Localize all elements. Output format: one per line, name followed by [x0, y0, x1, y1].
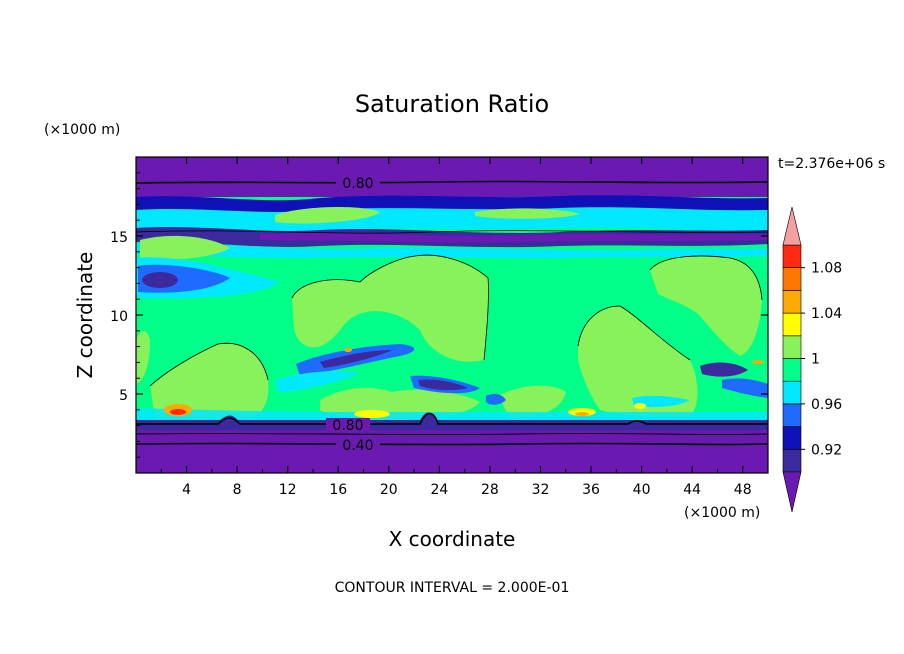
warm-spot-yellow-6: [752, 360, 764, 364]
boundary-layer-purple: [136, 430, 768, 473]
colorbar-under-arrow: [782, 471, 802, 513]
cloud-region-d: [150, 343, 269, 420]
y-tick-label: 15: [110, 230, 128, 246]
x-tick-label: 16: [329, 482, 347, 498]
right-dark-streak: [700, 362, 748, 377]
mid-cyan-streak: [276, 371, 360, 392]
x-axis-ticks: 4 8 12 16 20 24 28 32 36 40 44 48: [160, 157, 752, 498]
colorbar-segment: [782, 358, 802, 382]
contour-label-lower-080: 0.80: [332, 418, 363, 434]
contour-line-060-lower: [136, 432, 768, 436]
y-tick-label: 5: [119, 388, 128, 404]
left-dark-core: [142, 272, 178, 288]
cloud-region-g: [136, 330, 150, 384]
cloud-region-b: [650, 255, 762, 356]
y-tick-label: 10: [110, 309, 128, 325]
x-tick-label: 8: [233, 482, 242, 498]
colorbar-over-arrow: [782, 206, 802, 246]
upper-blue-band: [136, 195, 768, 215]
colorbar: 0.92 0.96 1 1.04 1.08: [782, 206, 842, 513]
warm-spot-red-1: [170, 409, 186, 415]
colorbar-segment: [782, 380, 802, 405]
chart-title: Saturation Ratio: [355, 90, 549, 118]
x-tick-label: 36: [582, 482, 600, 498]
mid-dark-streak-2: [418, 379, 468, 391]
cloud-region-c: [578, 306, 698, 417]
x-axis-label: X coordinate: [389, 527, 516, 551]
x-tick-label: 44: [683, 482, 701, 498]
colorbar-segment: [782, 335, 802, 359]
near-surface-cyan: [136, 408, 768, 422]
right-cyan-streak: [632, 395, 690, 408]
mid-dark-streak-1: [320, 350, 392, 368]
colorbar-segment: [782, 267, 802, 291]
lower-dark-band: [136, 412, 768, 430]
contour-line-040-lower: [136, 442, 768, 446]
colorbar-label: 0.92: [811, 442, 842, 458]
contour-line-080-lower: [136, 412, 768, 425]
colorbar-label: 1.04: [811, 306, 842, 322]
colorbar-segment: [782, 290, 802, 314]
warm-spot-yellow-4: [634, 403, 646, 409]
contour-interval-note: CONTOUR INTERVAL = 2.000E-01: [335, 580, 570, 596]
colorbar-segment: [782, 426, 802, 450]
cloud-region-a: [292, 255, 489, 362]
x-tick-label: 48: [734, 482, 752, 498]
colorbar-segment: [782, 312, 802, 337]
contour-plot-area: [136, 157, 768, 473]
contour-line-cloud-d: [149, 342, 269, 387]
x-tick-label: 32: [532, 482, 550, 498]
colorbar-label: 1.08: [811, 261, 842, 277]
warm-spot-orange-3: [575, 412, 589, 416]
warm-spot-yellow-5: [344, 348, 352, 352]
y-axis-ticks: 5 10 15: [110, 172, 768, 458]
y-axis-label: Z coordinate: [73, 252, 97, 379]
upper-green-lens: [275, 206, 380, 224]
warm-spot-yellow-2: [354, 410, 390, 418]
contour-label-lower-040: 0.40: [342, 438, 373, 454]
tropopause-purple-core: [260, 232, 768, 243]
x-tick-label: 24: [430, 482, 448, 498]
right-blue-streak: [722, 378, 768, 398]
colorbar-segment: [782, 403, 802, 427]
upper-green-lens-2: [475, 208, 580, 219]
x-tick-label: 20: [380, 482, 398, 498]
contour-labels: 0.80 0.80 0.40: [326, 174, 380, 454]
colorbar-label: 1: [811, 352, 820, 368]
x-tick-label: 4: [182, 482, 191, 498]
colorbar-segment: [782, 244, 802, 269]
cloud-region-f: [498, 385, 566, 418]
mid-cyan-strip: [136, 243, 768, 258]
x-tick-label: 28: [481, 482, 499, 498]
contour-line-top: [136, 180, 768, 184]
contour-line-cloud-c: [577, 305, 691, 361]
colorbar-label: 0.96: [811, 397, 842, 413]
time-label: t=2.376e+06 s: [778, 156, 885, 172]
y-unit-label: (×1000 m): [44, 122, 120, 138]
upper-cyan-band: [136, 207, 768, 232]
contour-line-cloud-b: [649, 255, 763, 301]
contour-line-tropopause: [136, 230, 768, 234]
stratosphere-band: [136, 157, 768, 197]
colorbar-segment: [782, 448, 802, 473]
contour-line-cloud-a: [291, 254, 489, 361]
x-tick-label: 40: [633, 482, 651, 498]
mid-blue-fleck: [486, 393, 506, 405]
upper-left-green-patch: [140, 235, 230, 260]
contour-label-top: 0.80: [342, 176, 373, 192]
x-tick-label: 12: [279, 482, 297, 498]
x-unit-label: (×1000 m): [684, 505, 760, 521]
